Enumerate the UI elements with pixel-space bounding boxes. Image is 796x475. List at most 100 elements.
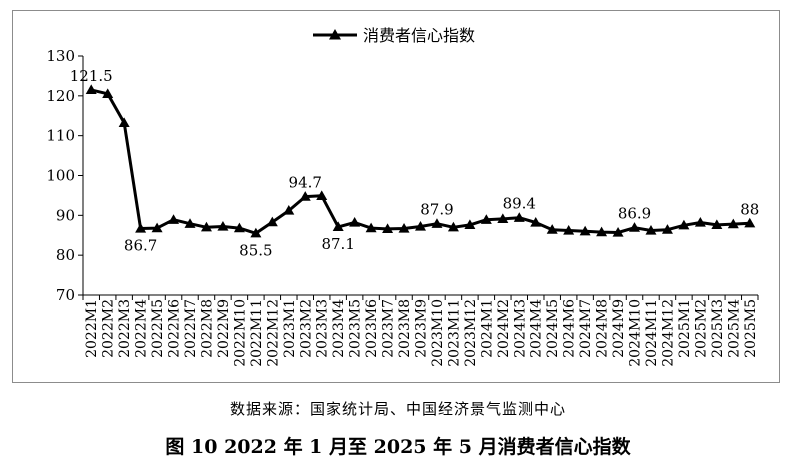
data-point-marker bbox=[497, 213, 509, 224]
x-tick-label: 2022M11 bbox=[249, 299, 265, 367]
x-tick-label: 2024M9 bbox=[611, 299, 627, 358]
data-point-marker bbox=[480, 214, 492, 224]
x-tick-label: 2024M3 bbox=[512, 299, 528, 358]
x-tick-label: 2022M1 bbox=[84, 299, 100, 358]
y-tick-label: 100 bbox=[46, 167, 75, 185]
data-point-marker bbox=[530, 217, 542, 227]
x-tick-label: 2024M6 bbox=[562, 299, 578, 358]
data-label: 94.7 bbox=[289, 174, 322, 192]
data-point-marker bbox=[332, 221, 344, 232]
data-point-marker bbox=[563, 224, 575, 235]
data-point-marker bbox=[678, 219, 690, 230]
x-tick-label: 2023M8 bbox=[397, 299, 413, 358]
data-point-marker bbox=[711, 219, 723, 230]
data-point-marker bbox=[299, 191, 311, 201]
data-point-marker bbox=[102, 88, 114, 98]
x-tick-label: 2023M3 bbox=[315, 299, 331, 358]
x-tick-label: 2024M10 bbox=[628, 299, 644, 367]
data-label: 86.9 bbox=[618, 205, 651, 223]
data-point-marker bbox=[612, 226, 624, 237]
data-point-marker bbox=[184, 218, 196, 228]
y-tick-label: 110 bbox=[46, 127, 75, 145]
x-tick-label: 2023M12 bbox=[463, 299, 479, 367]
x-tick-label: 2024M2 bbox=[496, 299, 512, 358]
x-tick-label: 2023M2 bbox=[298, 299, 314, 358]
data-point-marker bbox=[546, 224, 558, 234]
data-point-marker bbox=[694, 217, 706, 227]
y-tick-label: 130 bbox=[46, 47, 75, 65]
data-label: 88 bbox=[740, 200, 759, 218]
figure-caption: 图 10 2022 年 1 月至 2025 年 5 月消费者信心指数 bbox=[165, 436, 631, 458]
y-tick-label: 120 bbox=[46, 87, 75, 105]
x-tick-label: 2024M5 bbox=[545, 299, 561, 358]
x-tick-label: 2024M11 bbox=[644, 299, 660, 367]
x-tick-label: 2024M1 bbox=[479, 299, 495, 358]
data-point-marker bbox=[415, 220, 426, 231]
data-point-marker bbox=[661, 224, 673, 234]
source-note: 数据来源：国家统计局、中国经济景气监测中心 bbox=[229, 400, 566, 418]
data-point-marker bbox=[645, 224, 657, 235]
x-tick-label: 2024M12 bbox=[660, 299, 676, 367]
x-tick-label: 2022M10 bbox=[232, 299, 248, 367]
x-tick-label: 2022M3 bbox=[117, 299, 133, 358]
x-tick-label: 2022M9 bbox=[216, 299, 232, 358]
data-point-marker bbox=[447, 221, 459, 232]
data-point-marker bbox=[727, 218, 739, 229]
data-point-marker bbox=[513, 212, 525, 222]
x-tick-label: 2024M8 bbox=[595, 299, 611, 358]
data-label: 86.7 bbox=[124, 236, 157, 254]
x-tick-label: 2023M5 bbox=[348, 299, 364, 358]
x-tick-label: 2024M4 bbox=[529, 299, 545, 358]
data-point-marker bbox=[382, 223, 394, 234]
y-tick-label: 80 bbox=[56, 246, 75, 264]
data-point-marker bbox=[283, 205, 295, 215]
x-tick-label: 2025M1 bbox=[677, 299, 693, 358]
x-tick-label: 2022M4 bbox=[134, 299, 150, 358]
data-label: 85.5 bbox=[239, 241, 272, 259]
y-tick-label: 90 bbox=[56, 206, 75, 224]
data-point-marker bbox=[217, 220, 229, 231]
data-point-marker bbox=[744, 217, 756, 228]
data-point-marker bbox=[316, 190, 328, 200]
x-tick-label: 2022M5 bbox=[150, 299, 166, 358]
x-tick-label: 2022M12 bbox=[265, 299, 281, 367]
x-tick-label: 2023M6 bbox=[364, 299, 380, 358]
x-tick-label: 2023M4 bbox=[331, 299, 347, 358]
x-tick-label: 2025M4 bbox=[726, 299, 742, 358]
data-point-marker bbox=[168, 214, 180, 224]
data-point-marker bbox=[250, 227, 262, 238]
legend-label: 消费者信心指数 bbox=[363, 26, 475, 45]
data-point-marker bbox=[151, 222, 163, 233]
data-point-marker bbox=[464, 219, 476, 230]
x-tick-label: 2025M5 bbox=[743, 299, 759, 358]
data-point-marker bbox=[579, 225, 591, 236]
x-tick-label: 2025M3 bbox=[710, 299, 726, 358]
x-tick-label: 2023M11 bbox=[446, 299, 462, 367]
data-point-marker bbox=[398, 222, 410, 233]
data-label: 89.4 bbox=[503, 195, 536, 213]
data-point-marker bbox=[233, 222, 245, 233]
x-tick-label: 2023M10 bbox=[430, 299, 446, 367]
x-tick-label: 2022M7 bbox=[183, 299, 199, 358]
data-label: 87.1 bbox=[321, 235, 354, 253]
data-point-marker bbox=[200, 221, 212, 232]
x-tick-label: 2022M2 bbox=[101, 299, 117, 358]
data-point-marker bbox=[431, 218, 443, 228]
legend-marker-swatch bbox=[329, 29, 341, 40]
data-point-marker bbox=[596, 226, 608, 237]
data-point-marker bbox=[266, 216, 278, 227]
x-tick-label: 2023M7 bbox=[381, 299, 397, 358]
chart-frame: 70 80 90 100 110 120 130 2022M1 2022M2 2022M3 2022… bbox=[12, 10, 780, 383]
x-tick-label: 2024M7 bbox=[578, 299, 594, 358]
y-tick-label: 70 bbox=[56, 286, 75, 304]
data-point-marker bbox=[349, 217, 361, 227]
data-point-marker bbox=[365, 222, 377, 233]
data-label: 87.9 bbox=[420, 201, 453, 219]
x-tick-label: 2023M9 bbox=[414, 299, 430, 358]
x-tick-label: 2022M6 bbox=[167, 299, 183, 358]
data-point-marker bbox=[629, 222, 641, 232]
x-tick-label: 2023M1 bbox=[282, 299, 298, 358]
data-point-marker bbox=[118, 117, 130, 128]
x-tick-label: 2022M8 bbox=[199, 299, 215, 358]
x-tick-label: 2025M2 bbox=[693, 299, 709, 358]
